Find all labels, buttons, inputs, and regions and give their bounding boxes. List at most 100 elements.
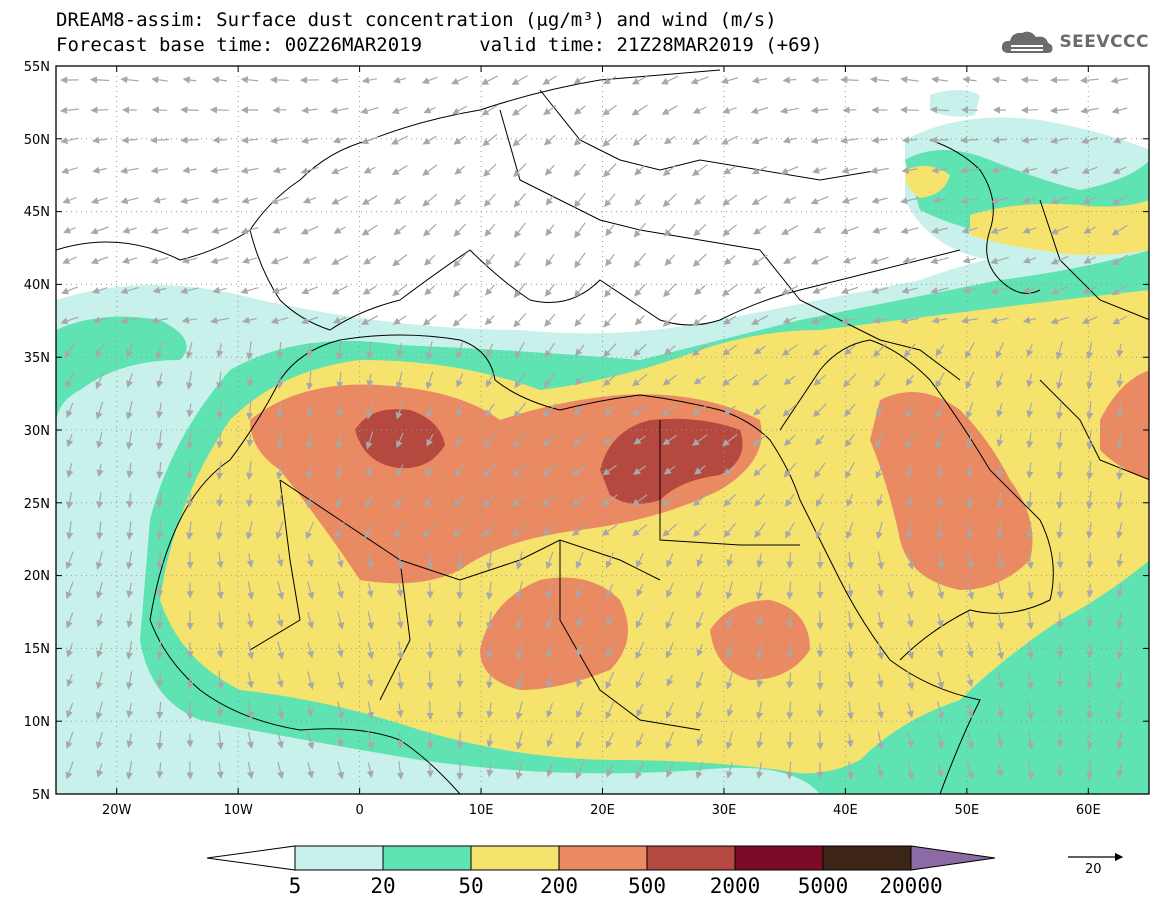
wind-arrow xyxy=(396,583,404,598)
wind-arrow xyxy=(875,461,885,479)
wind-arrow xyxy=(696,553,704,568)
wind-arrow xyxy=(246,612,254,629)
wind-arrow xyxy=(336,372,344,390)
wind-arrow xyxy=(544,134,556,146)
wind-arrow xyxy=(546,702,553,719)
wind-arrow xyxy=(693,375,706,385)
wind-arrow xyxy=(120,317,139,325)
colorbar-label: 2000 xyxy=(710,874,761,898)
wind-arrow xyxy=(1049,106,1069,114)
wind-arrow xyxy=(270,256,289,265)
wind-arrow xyxy=(306,370,314,391)
wind-arrow xyxy=(662,164,677,177)
wind-arrow xyxy=(546,733,554,748)
wind-arrow xyxy=(575,761,584,780)
wind-arrow xyxy=(331,285,348,295)
wind-arrow xyxy=(875,521,883,540)
wind-arrow xyxy=(634,314,645,326)
lon-label: 0 xyxy=(355,803,363,818)
wind-arrow xyxy=(90,256,109,265)
wind-arrow xyxy=(900,197,919,205)
wind-arrow xyxy=(65,551,74,570)
wind-arrow xyxy=(426,642,434,659)
wind-arrow xyxy=(1081,316,1098,325)
wind-arrow xyxy=(603,405,616,415)
wind-arrow xyxy=(903,343,916,358)
wind-arrow xyxy=(810,137,829,145)
wind-arrow xyxy=(1050,166,1069,175)
wind-arrow xyxy=(180,287,199,295)
colorbar-high-end xyxy=(910,845,996,871)
wind-arrow xyxy=(486,763,494,778)
wind-arrow xyxy=(246,701,254,720)
wind-arrow xyxy=(632,373,648,387)
wind-arrow xyxy=(1116,553,1124,568)
wind-arrow xyxy=(426,582,434,599)
wind-arrow xyxy=(1086,642,1094,659)
wind-arrow xyxy=(210,166,229,174)
wind-arrow xyxy=(906,702,914,719)
wind-arrow xyxy=(756,553,764,568)
wind-arrow xyxy=(240,76,259,84)
wind-arrow xyxy=(751,254,768,266)
wind-arrow xyxy=(95,582,103,599)
wind-arrow xyxy=(545,551,554,570)
wind-arrow xyxy=(662,193,677,208)
wind-arrow xyxy=(512,463,528,477)
wind-arrow xyxy=(426,551,434,570)
wind-arrow xyxy=(666,674,674,687)
wind-arrow xyxy=(66,491,74,510)
wind-arrow xyxy=(1026,641,1034,660)
wind-arrow xyxy=(844,433,855,448)
wind-arrow xyxy=(571,494,588,506)
wind-arrow xyxy=(545,611,554,630)
wind-arrow xyxy=(216,461,224,481)
wind-arrow xyxy=(907,671,915,690)
wind-arrow xyxy=(156,402,164,419)
lon-label: 60E xyxy=(1076,803,1101,818)
wind-arrow xyxy=(937,581,945,600)
wind-arrow xyxy=(396,343,404,358)
wind-arrow xyxy=(216,703,224,718)
wind-arrow xyxy=(421,76,438,84)
wind-arrow xyxy=(364,522,376,539)
wind-arrow xyxy=(781,225,799,235)
wind-arrow xyxy=(361,136,379,145)
wind-arrow xyxy=(1115,671,1124,691)
wind-arrow xyxy=(786,612,794,629)
wind-arrow xyxy=(812,286,827,294)
wind-arrow xyxy=(276,432,284,449)
wind-arrow xyxy=(1056,642,1064,659)
wind-arrows xyxy=(59,75,1129,781)
wind-arrow xyxy=(816,670,824,691)
wind-arrow xyxy=(936,462,944,479)
wind-arrow xyxy=(361,195,378,205)
wind-arrow xyxy=(180,136,199,144)
wind-arrow xyxy=(277,701,285,720)
wind-arrow xyxy=(846,733,854,748)
wind-arrow xyxy=(812,166,827,174)
wind-arrow xyxy=(395,432,404,449)
wind-arrow xyxy=(150,227,169,235)
wind-arrow xyxy=(242,316,257,324)
wind-arrow xyxy=(662,434,677,446)
lat-label: 5N xyxy=(32,788,50,803)
wind-arrow xyxy=(1079,76,1099,84)
wind-arrow xyxy=(962,286,977,294)
wind-arrow xyxy=(511,524,528,537)
wind-arrow xyxy=(905,374,914,386)
wind-arrow xyxy=(424,285,436,296)
wind-arrow xyxy=(965,371,975,390)
wind-arrow xyxy=(212,286,227,294)
wind-arrow xyxy=(246,373,254,388)
wind-arrow xyxy=(96,763,104,778)
wind-arrow xyxy=(873,373,886,388)
wind-arrow xyxy=(967,551,975,570)
lon-label: 10W xyxy=(223,803,253,818)
wind-arrow xyxy=(937,701,945,720)
wind-arrow xyxy=(333,226,346,234)
wind-arrow xyxy=(125,641,134,660)
lon-label: 20W xyxy=(102,803,132,818)
wind-arrow xyxy=(393,195,406,205)
wind-arrow xyxy=(216,581,224,600)
